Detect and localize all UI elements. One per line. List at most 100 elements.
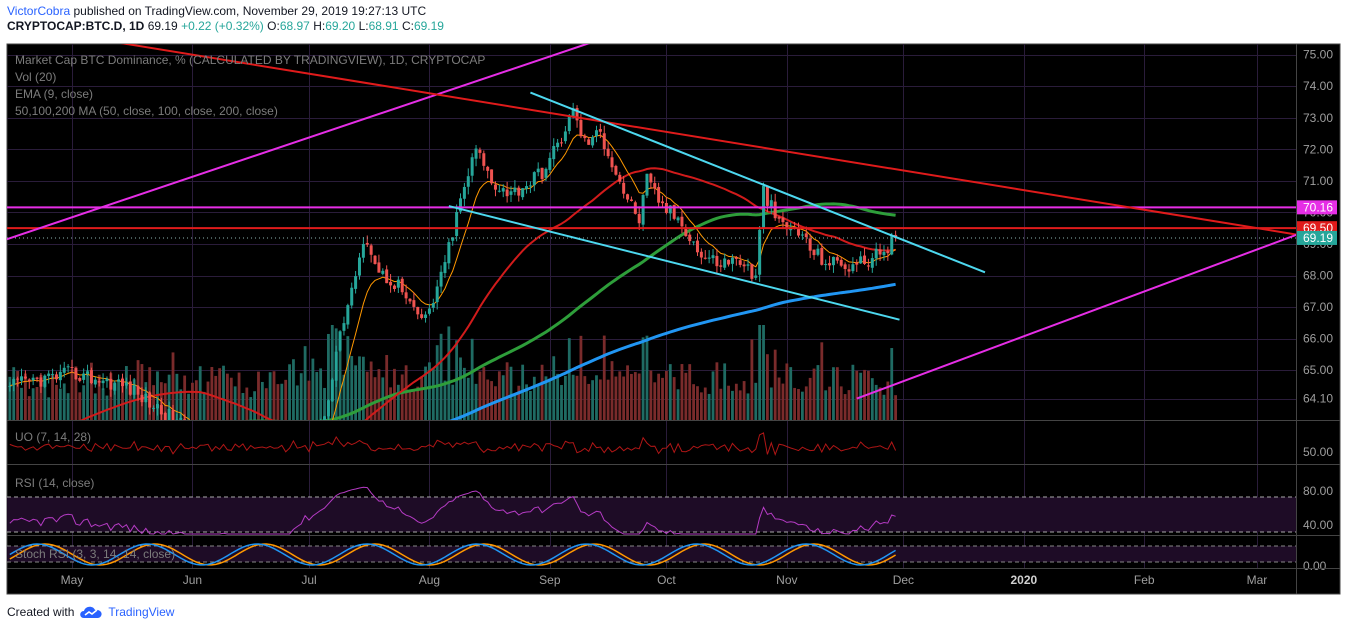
volume-bar [187,393,190,420]
candle-body [66,366,70,368]
candle-body [369,245,373,255]
time-tick-label: Jul [301,573,316,587]
uo-pane [9,432,897,456]
grid-lines [7,44,1296,568]
open-label: O: [267,19,280,33]
candle-body [377,262,381,273]
candle-body [93,379,97,385]
volume-bar [626,365,629,420]
volume-bar [653,382,657,420]
pane-tick-label: 40.00 [1303,518,1333,532]
volume-bar [867,370,870,420]
ma-200-line [449,282,896,420]
volume-bar [389,387,392,420]
volume-bar [428,362,431,420]
candle-body [505,189,509,197]
legend-volume[interactable]: Vol (20) [15,70,56,84]
candle-body [497,190,501,192]
tradingview-link[interactable]: TradingView [108,605,175,619]
candle-body [672,204,676,219]
volume-bar [311,358,315,420]
volume-bar [746,393,750,420]
legend-ema[interactable]: EMA (9, close) [15,87,93,101]
candle-body [626,194,630,200]
volume-bar [229,377,233,420]
legend-uo[interactable]: UO (7, 14, 28) [15,430,91,444]
volume-bar [358,356,361,420]
volume-bar [610,361,614,420]
volume-bar [175,373,179,420]
candle-body [804,233,808,238]
candle-body [12,379,16,386]
volume-bar [183,375,187,420]
volume-bar [470,338,474,420]
volume-bar [101,388,105,420]
price-tick-label: 74.00 [1303,79,1333,93]
price-change: +0.22 (+0.32%) [181,19,264,33]
volume-bar [680,364,684,420]
volume-bar [665,371,668,420]
candle-body [136,386,140,395]
candle-body [431,303,435,308]
volume-bar [851,364,855,420]
volume-bar [816,365,820,420]
candle-body [812,249,816,256]
legend-ma[interactable]: 50,100,200 MA (50, close, 100, close, 20… [15,104,278,118]
volume-bar [51,375,54,420]
volume-bar [552,356,556,420]
candle-body [618,174,622,182]
volume-bar [723,363,727,420]
candle-body [719,265,723,267]
volume-bar [443,380,447,420]
volume-bar [785,363,789,420]
volume-bar [373,377,377,420]
volume-bar [93,393,97,420]
stoch-d-line [9,543,896,566]
candle-body [544,168,548,178]
legend-rsi[interactable]: RSI (14, close) [15,476,94,490]
volume-bar [268,372,272,420]
volume-bar [288,364,291,420]
volume-bar [272,371,276,420]
volume-bar [43,382,47,420]
candle-body [870,258,874,268]
volume-bar [435,345,439,420]
time-tick-label: Dec [893,573,914,587]
volume-bar [303,346,307,420]
candle-body [443,262,447,274]
candle-body [455,211,459,236]
candle-body [591,137,595,146]
price-tick-label: 66.00 [1303,332,1333,346]
candle-body [74,368,78,380]
candle-body [684,227,688,237]
volume-bar [847,390,851,420]
volume-bar [462,367,466,420]
volume-bar [649,370,653,420]
volume-bar [424,366,427,420]
author-link[interactable]: VictorCobra [7,4,71,18]
candle-body [606,148,610,157]
candle-body [334,351,338,381]
volume-bar [459,357,462,420]
volume-bar [490,381,493,420]
volume-bar [361,356,365,420]
volume-bar [377,369,381,420]
volume-bar [474,383,478,420]
candle-body [855,262,859,265]
volume-bar [124,366,128,420]
volume-bar [719,388,723,420]
volume-bar [595,375,598,420]
trendline [120,44,1296,236]
candle-body [676,217,680,221]
volume-bar [338,338,342,420]
volume-bar [218,368,222,420]
price-candles [8,102,898,420]
candle-body [571,108,575,118]
legend-stoch-rsi[interactable]: Stoch RSI (3, 3, 14, 14, close) [15,547,175,561]
candle-body [412,300,416,307]
candle-body [435,286,439,303]
trendline-drawings[interactable] [0,42,1348,400]
volume-bar [16,371,20,420]
volume-bar [742,381,746,420]
